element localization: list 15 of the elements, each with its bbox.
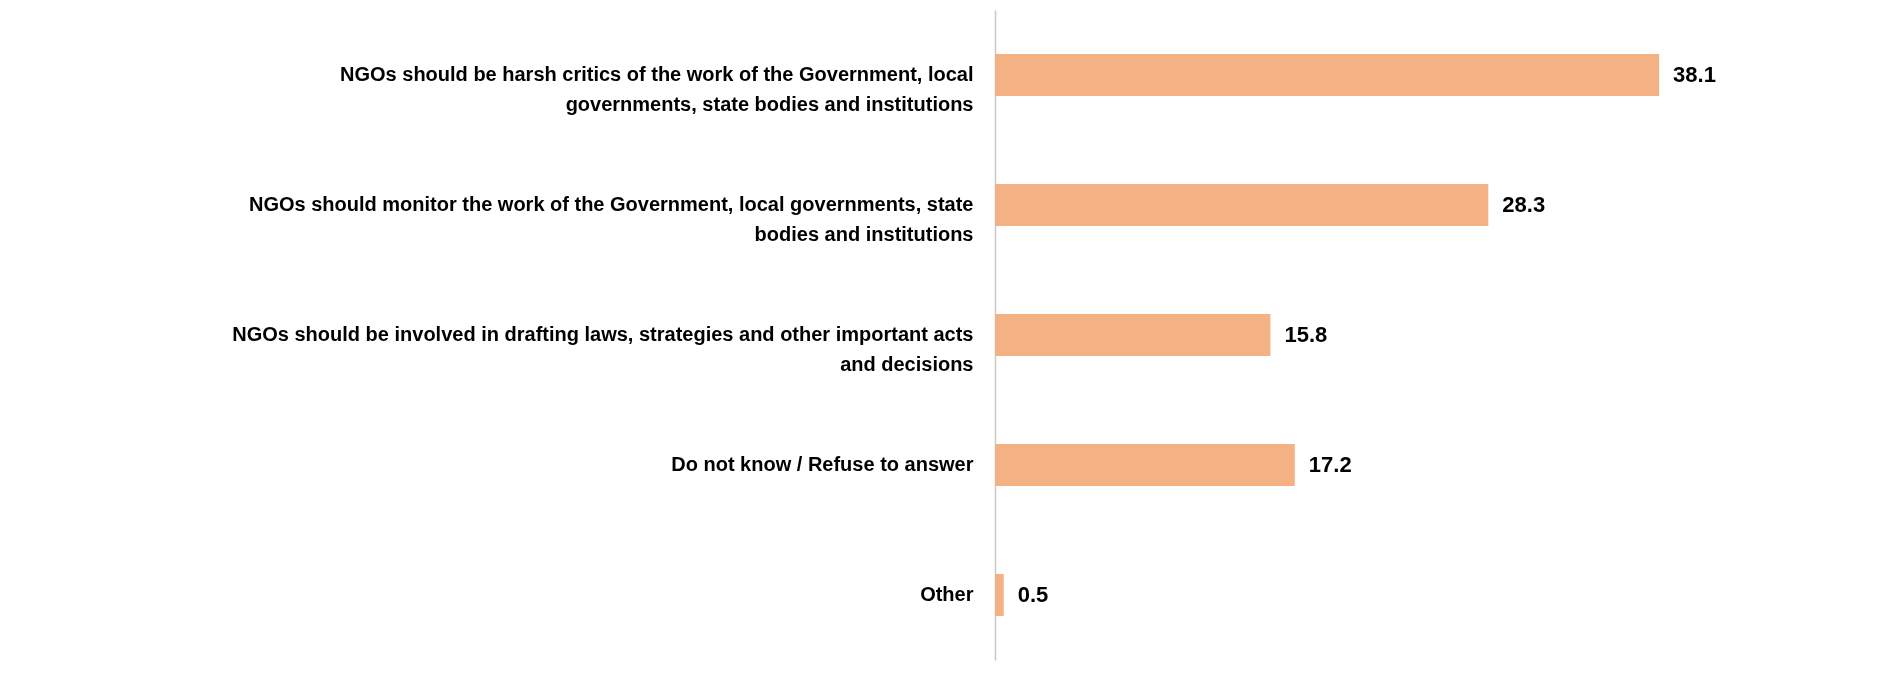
bar <box>995 184 1489 226</box>
bar <box>995 314 1271 356</box>
bar <box>995 574 1004 616</box>
data-label: 15.8 <box>1284 322 1328 347</box>
data-label: 0.5 <box>1017 582 1049 607</box>
data-label: 28.3 <box>1502 192 1546 217</box>
bar <box>995 444 1295 486</box>
y-tick-label: NGOs should be harsh critics of the work of the Government, local governments, state bodies and institutions <box>340 63 974 115</box>
data-label: 17.2 <box>1308 452 1352 477</box>
bar <box>995 54 1660 96</box>
y-tick-label: NGOs should monitor the work of the Government, local governments, state bodies and institutions <box>248 193 974 245</box>
y-tick-label: Do not know / Refuse to answer <box>671 453 974 475</box>
y-tick-label: NGOs should be involved in drafting laws, strategies and other important acts and decisions <box>232 323 974 375</box>
y-tick-label: Other <box>920 583 974 605</box>
data-label: 38.1 <box>1673 62 1716 87</box>
